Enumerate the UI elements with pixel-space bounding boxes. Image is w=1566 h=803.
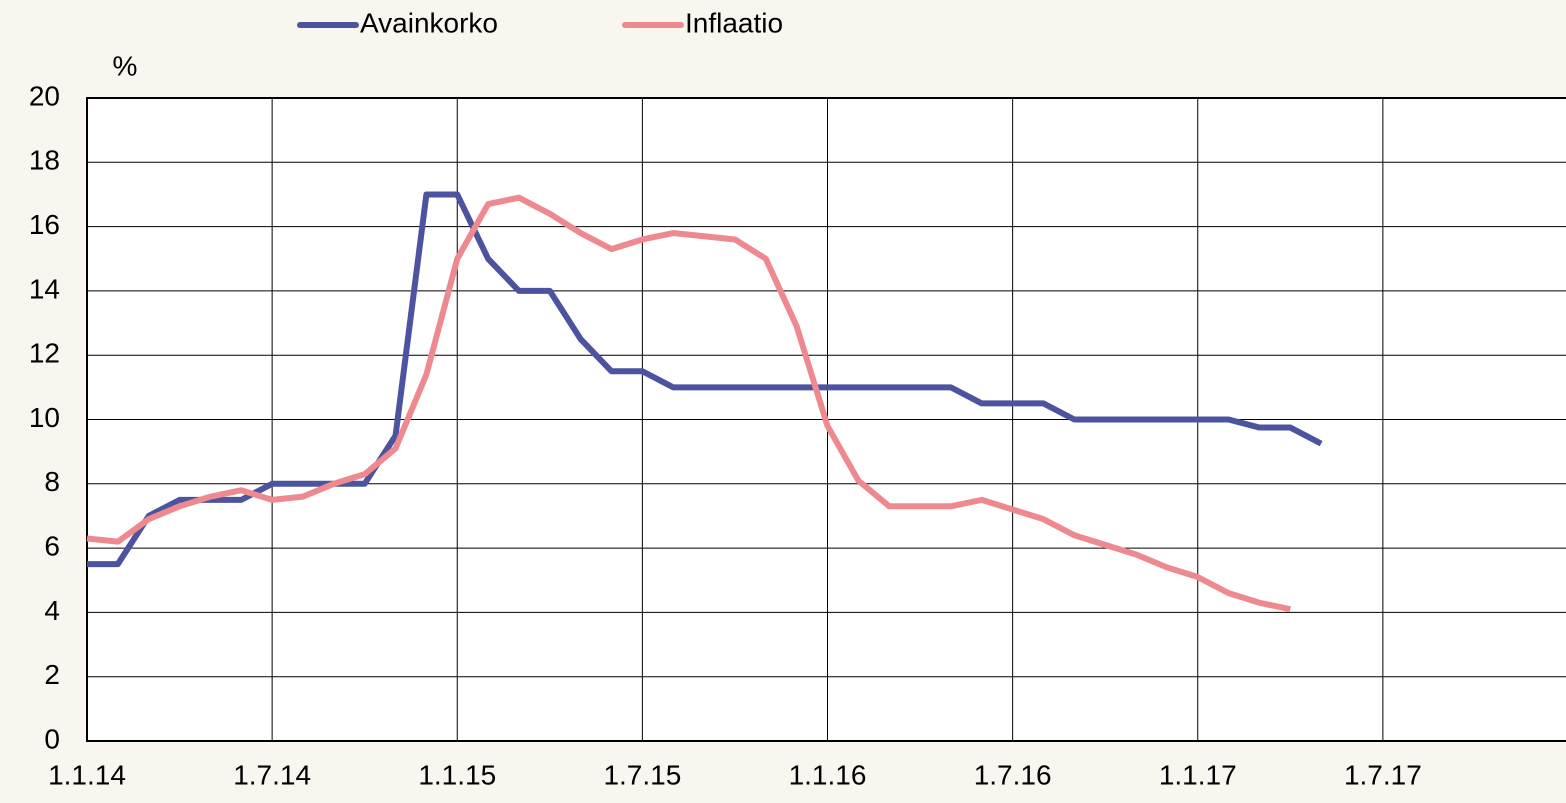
y-tick-label: 20 [29,80,60,111]
x-tick-label: 1.1.17 [1159,759,1237,790]
x-tick-label: 1.1.14 [48,759,126,790]
x-tick-label: 1.7.16 [974,759,1052,790]
legend-label: Inflaatio [685,7,783,38]
series-line [87,191,1323,568]
y-tick-label: 0 [44,723,60,754]
y-tick-label: 4 [44,595,60,626]
y-tick-label: 2 [44,659,60,690]
legend-label: Avainkorko [360,7,498,38]
x-tick-label: 1.1.15 [418,759,496,790]
y-tick-label: 16 [29,209,60,240]
x-tick-label: 1.7.14 [233,759,311,790]
y-tick-label: 14 [29,273,60,304]
y-tick-label: 6 [44,530,60,561]
x-tick-label: 1.7.15 [603,759,681,790]
x-tick-label: 1.7.17 [1344,759,1422,790]
y-tick-label: 10 [29,402,60,433]
plot-border [86,97,1566,742]
x-tick-label: 1.1.16 [789,759,867,790]
series-line [86,194,1291,613]
y-tick-label: 18 [29,145,60,176]
y-tick-label: 12 [29,338,60,369]
y-tick-label: 8 [44,466,60,497]
y-axis-label: % [113,50,138,81]
